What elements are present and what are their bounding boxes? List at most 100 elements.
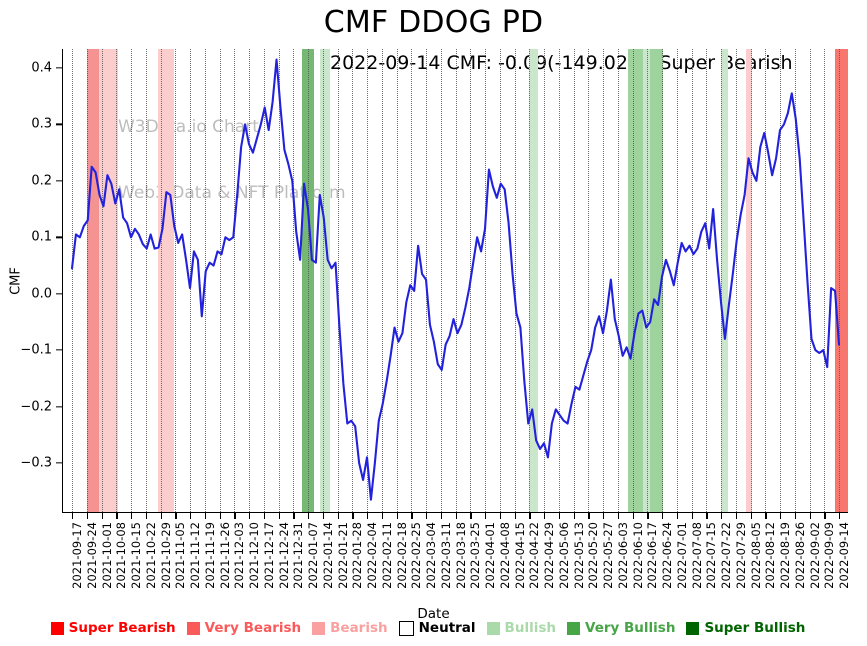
x-tick-label: 2022-09-09 bbox=[822, 522, 837, 589]
y-tick-mark bbox=[56, 462, 63, 464]
x-tick-label: 2022-05-13 bbox=[571, 522, 586, 589]
legend-item-neutral[interactable]: Neutral bbox=[398, 620, 476, 636]
gridline bbox=[780, 49, 781, 512]
legend-item-super-bearish[interactable]: Super Bearish bbox=[50, 620, 176, 636]
gridline bbox=[308, 49, 309, 512]
gridline bbox=[632, 49, 634, 512]
gridline bbox=[839, 49, 840, 512]
x-tick-mark bbox=[204, 513, 207, 519]
x-tick-mark bbox=[470, 513, 472, 519]
x-tick-mark bbox=[278, 513, 280, 519]
x-tick-mark bbox=[632, 513, 634, 519]
y-tick-label: 0.4 bbox=[31, 60, 52, 76]
y-axis-label: CMF bbox=[8, 267, 24, 295]
legend-item-very-bullish[interactable]: Very Bullish bbox=[566, 620, 676, 636]
legend-item-very-bearish[interactable]: Very Bearish bbox=[186, 620, 301, 636]
x-tick-label: 2021-10-22 bbox=[143, 522, 158, 589]
gridline bbox=[160, 49, 162, 512]
legend-swatch-icon bbox=[50, 621, 64, 635]
x-tick-mark bbox=[72, 513, 74, 519]
gridline bbox=[86, 49, 88, 512]
x-tick-mark bbox=[617, 513, 620, 519]
x-tick-label: 2022-03-11 bbox=[438, 522, 453, 589]
legend-label: Bullish bbox=[504, 620, 556, 636]
x-tick-label: 2021-09-24 bbox=[84, 522, 99, 589]
gridline bbox=[145, 49, 147, 512]
legend-label: Super Bearish bbox=[68, 620, 176, 636]
x-tick-mark bbox=[175, 513, 177, 519]
legend-swatch-icon bbox=[486, 621, 500, 635]
x-tick-mark bbox=[499, 513, 502, 519]
gridline bbox=[750, 49, 752, 512]
y-axis-spine bbox=[62, 49, 64, 513]
x-tick-label: 2022-06-03 bbox=[615, 522, 630, 589]
legend-swatch-icon bbox=[312, 621, 326, 635]
x-axis-spine bbox=[62, 512, 848, 514]
gridline bbox=[794, 49, 796, 512]
chart-title: CMF DDOG PD bbox=[323, 5, 544, 40]
legend-item-bearish[interactable]: Bearish bbox=[312, 620, 388, 636]
gridline bbox=[440, 49, 442, 512]
x-tick-mark bbox=[322, 513, 325, 519]
x-tick-label: 2022-05-06 bbox=[556, 522, 571, 589]
x-tick-label: 2022-06-17 bbox=[645, 522, 660, 589]
x-tick-label: 2022-09-02 bbox=[807, 522, 822, 589]
x-tick-mark bbox=[691, 513, 693, 519]
x-tick-label: 2021-12-03 bbox=[232, 522, 247, 589]
x-tick-label: 2022-06-10 bbox=[630, 522, 645, 589]
legend: Super Bearish Very Bearish Bearish Neutral B… bbox=[0, 620, 867, 636]
condition-band-very-bullish bbox=[302, 49, 314, 512]
legend-item-bullish[interactable]: Bullish bbox=[486, 620, 556, 636]
x-tick-label: 2021-11-05 bbox=[173, 522, 188, 589]
legend-item-super-bullish[interactable]: Super Bullish bbox=[686, 620, 805, 636]
x-tick-label: 2021-12-17 bbox=[261, 522, 276, 589]
condition-band-bullish bbox=[721, 49, 728, 512]
y-tick-label: −0.2 bbox=[20, 399, 52, 415]
gridline bbox=[603, 49, 604, 512]
gridline bbox=[131, 49, 132, 512]
gridline bbox=[278, 49, 280, 512]
x-tick-label: 2022-07-22 bbox=[719, 522, 733, 589]
y-tick-mark bbox=[56, 405, 63, 408]
y-tick-mark bbox=[56, 180, 63, 182]
cmf-line-series bbox=[70, 58, 841, 501]
gridline bbox=[381, 49, 383, 512]
x-tick-label: 2022-01-07 bbox=[306, 522, 320, 589]
legend-label: Very Bullish bbox=[584, 620, 676, 636]
x-tick-mark bbox=[455, 513, 457, 519]
gridline bbox=[293, 49, 295, 512]
x-tick-label: 2021-11-12 bbox=[188, 522, 202, 589]
y-tick-label: −0.1 bbox=[20, 342, 52, 358]
x-tick-label: 2022-07-08 bbox=[689, 522, 704, 589]
x-tick-label: 2022-08-05 bbox=[748, 522, 763, 589]
x-tick-label: 2022-04-22 bbox=[527, 522, 542, 589]
gridline bbox=[352, 49, 354, 512]
condition-band-very-bearish bbox=[86, 49, 100, 512]
gridline bbox=[544, 49, 545, 512]
y-tick-mark bbox=[56, 293, 63, 295]
gridline bbox=[396, 49, 398, 512]
gridline bbox=[647, 49, 649, 512]
gridline bbox=[499, 49, 501, 512]
gridline bbox=[573, 49, 575, 512]
x-tick-label: 2022-08-26 bbox=[792, 522, 807, 589]
x-tick-mark bbox=[145, 513, 148, 519]
x-tick-mark bbox=[544, 513, 546, 519]
gridline bbox=[765, 49, 767, 512]
x-tick-label: 2021-11-26 bbox=[217, 522, 232, 589]
x-tick-mark bbox=[411, 513, 413, 519]
x-tick-label: 2021-10-08 bbox=[114, 522, 129, 589]
x-tick-mark bbox=[485, 513, 487, 519]
x-tick-label: 2022-01-14 bbox=[320, 522, 335, 589]
gridline bbox=[676, 49, 678, 512]
x-tick-mark bbox=[426, 513, 428, 519]
condition-band-very-bullish bbox=[650, 49, 664, 512]
x-tick-mark bbox=[780, 513, 782, 519]
x-tick-mark bbox=[381, 513, 384, 519]
gridline bbox=[263, 49, 265, 512]
x-tick-label: 2021-12-31 bbox=[291, 522, 306, 589]
gridline bbox=[588, 49, 590, 512]
y-axis-label-wrap: CMF bbox=[9, 0, 24, 646]
x-tick-mark bbox=[558, 513, 561, 519]
x-tick-mark bbox=[293, 513, 295, 519]
